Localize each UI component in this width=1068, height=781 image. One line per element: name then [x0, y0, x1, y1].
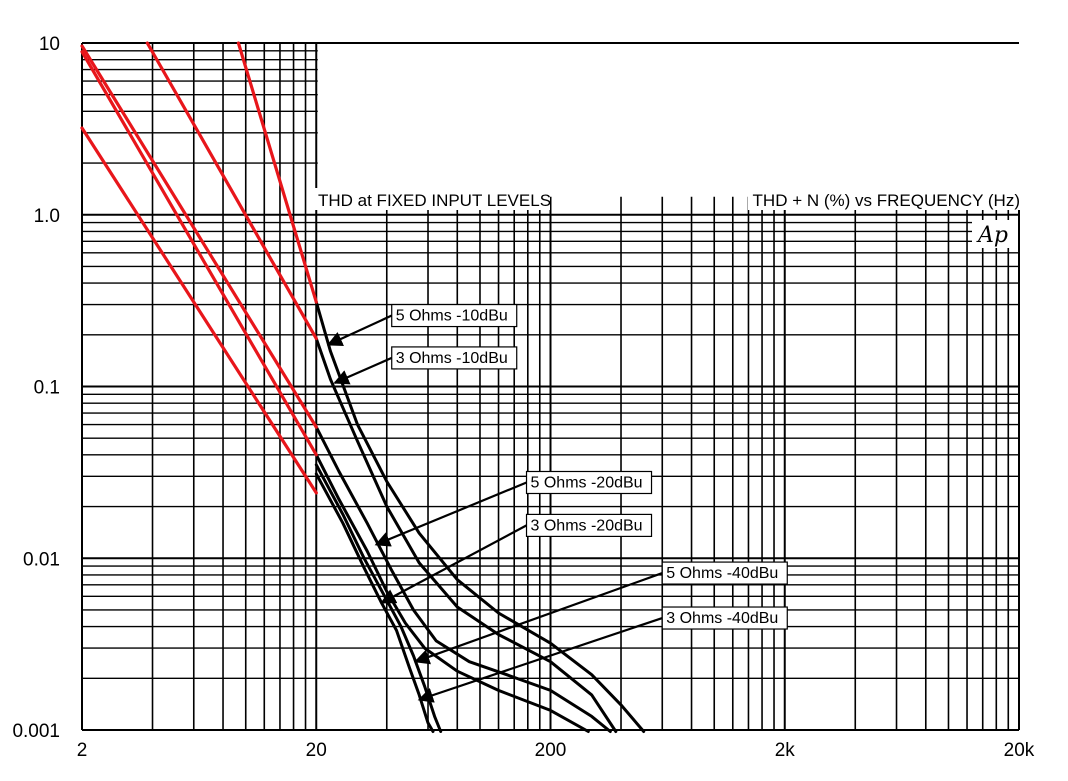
annotation-arrow [326, 314, 393, 346]
annotation-label: 5 Ohms -40dBu [666, 565, 778, 582]
x-tick-label: 200 [535, 740, 567, 761]
y-tick-label: 10 [39, 34, 60, 55]
series-line-2 [314, 425, 612, 733]
x-tick-label: 2 [77, 740, 88, 761]
axis-ticks: 2 20 200 2k 20k 10 1.0 0.1 0.01 0.001 [12, 34, 1034, 761]
series-line-7 [80, 50, 318, 457]
annotation-box [661, 606, 788, 630]
title-left-bg [314, 188, 550, 210]
series-line-5 [314, 472, 435, 733]
title-right: THD + N (%) vs FREQUENCY (Hz) [753, 191, 1020, 210]
annotation-box [391, 346, 518, 370]
y-tick-label: 0.01 [23, 549, 60, 570]
y-tick-label: 0.001 [12, 721, 60, 742]
ap-logo: Ap [976, 223, 1008, 248]
x-tick-label: 20 [306, 740, 327, 761]
title-left: THD at FIXED INPUT LEVELS [318, 191, 551, 210]
grid [81, 41, 1025, 731]
series-line-10 [80, 44, 318, 429]
annotation-arrow [413, 572, 663, 665]
annotation-arrow [380, 524, 528, 604]
annotation-box [525, 470, 653, 495]
y-tick-label: 1.0 [34, 206, 60, 227]
series-line-6 [80, 126, 318, 495]
annotation-arrow [333, 356, 393, 385]
series-line-9 [236, 41, 318, 304]
annotation-label: 5 Ohms -20dBu [531, 474, 643, 491]
series-line-8 [145, 41, 318, 341]
annotation-label: 3 Ohms -40dBu [666, 610, 778, 627]
annotation-label: 3 Ohms -20dBu [531, 517, 643, 534]
annotation-box [661, 561, 788, 585]
annotations: 5 Ohms -10dBu 3 Ohms -10dBu 5 Ohms -20dBu 3… [326, 303, 788, 703]
series-line-4 [314, 463, 443, 733]
grid-mask [317, 41, 1025, 197]
annotation-box [391, 303, 518, 328]
series-line-3 [314, 453, 590, 733]
annotation-arrow [374, 481, 527, 547]
series-line-0 [314, 300, 646, 733]
annotation-box [525, 513, 653, 538]
series-lines [80, 41, 646, 733]
y-tick-label: 0.1 [34, 378, 60, 399]
x-tick-label: 2k [775, 740, 796, 761]
title-right-bg [748, 188, 1022, 210]
annotation-label: 3 Ohms -10dBu [396, 350, 508, 367]
logo-bg [972, 220, 1018, 248]
annotation-arrow [417, 616, 663, 703]
series-line-1 [314, 337, 618, 733]
x-tick-label: 20k [1004, 740, 1035, 761]
annotation-label: 5 Ohms -10dBu [396, 308, 508, 325]
